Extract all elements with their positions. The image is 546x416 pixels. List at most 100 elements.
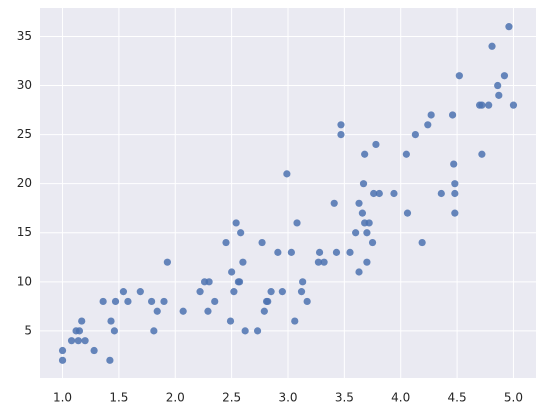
scatter-point [258, 238, 266, 247]
scatter-point [365, 219, 373, 227]
scatter-point [455, 72, 463, 80]
scatter-point [179, 307, 187, 315]
scatter-point [372, 140, 380, 149]
y-tick-label: 35 [17, 29, 32, 43]
scatter-point [232, 219, 240, 227]
scatter-point [196, 288, 204, 296]
scatter-point [478, 101, 486, 109]
scatter-point [136, 288, 144, 296]
x-tick-label: 1.5 [109, 391, 128, 405]
scatter-point [119, 288, 128, 296]
scatter-point [368, 238, 377, 247]
scatter-point [495, 91, 503, 99]
scatter-point [418, 238, 426, 247]
scatter-point [107, 317, 115, 325]
scatter-point [67, 337, 76, 345]
x-tick-label: 2.0 [166, 391, 185, 405]
scatter-point [411, 131, 419, 139]
scatter-point [287, 248, 295, 256]
scatter-point [211, 297, 219, 306]
scatter-point [283, 170, 291, 178]
scatter-point [58, 356, 67, 364]
scatter-point [124, 297, 132, 306]
scatter-point [332, 248, 341, 256]
scatter-point [74, 337, 82, 345]
scatter-point [205, 278, 213, 286]
scatter-point [450, 160, 458, 168]
y-tick-label: 10 [17, 274, 32, 288]
scatter-point [222, 238, 230, 247]
scatter-point [437, 189, 445, 198]
scatter-point [160, 297, 168, 306]
scatter-point [228, 268, 236, 276]
scatter-point [315, 248, 324, 256]
y-tick-label: 15 [17, 225, 32, 239]
scatter-point [106, 356, 114, 364]
scatter-point [81, 337, 89, 345]
scatter-point [337, 131, 345, 139]
scatter-point [78, 317, 86, 325]
x-tick-label: 3.0 [278, 391, 297, 405]
scatter-point [320, 258, 328, 266]
scatter-point [359, 180, 368, 188]
scatter-point [267, 288, 275, 296]
scatter-point [363, 258, 371, 266]
scatter-point [241, 327, 249, 335]
scatter-point [235, 278, 244, 286]
scatter-point [230, 288, 238, 296]
scatter-point [226, 317, 235, 325]
x-tick-label: 1.0 [53, 391, 72, 405]
scatter-point [485, 101, 493, 109]
scatter-point [451, 209, 459, 217]
scatter-point [274, 248, 282, 256]
y-tick-label: 25 [17, 127, 32, 141]
scatter-point [239, 258, 247, 266]
scatter-point [111, 297, 120, 306]
scatter-point [427, 111, 435, 119]
scatter-point [358, 209, 366, 217]
scatter-point [363, 229, 371, 237]
scatter-point [500, 72, 509, 80]
scatter-point [509, 101, 518, 109]
x-tick-label: 5.0 [504, 391, 523, 405]
scatter-point [314, 258, 323, 266]
scatter-point [478, 150, 486, 158]
scatter-point [488, 42, 496, 50]
scatter-point [505, 23, 513, 31]
scatter-point [260, 307, 268, 315]
scatter-point [448, 111, 457, 119]
x-tick-label: 4.5 [448, 391, 467, 405]
scatter-point [451, 189, 459, 198]
scatter-point [390, 189, 398, 198]
scatter-point [355, 199, 363, 207]
scatter-point [278, 288, 286, 296]
scatter-point [293, 219, 301, 227]
scatter-point [352, 229, 360, 237]
scatter-point [148, 297, 156, 306]
scatter-point [424, 121, 432, 129]
scatter-point [346, 248, 354, 256]
y-tick-label: 30 [17, 78, 32, 92]
scatter-point [303, 297, 311, 306]
scatter-point [370, 189, 378, 198]
scatter-point [264, 297, 272, 306]
scatter-point [375, 189, 383, 198]
scatter-point [337, 121, 345, 129]
scatter-point [299, 278, 307, 286]
scatter-point [75, 327, 84, 335]
scatter-point [204, 307, 212, 315]
x-tick-label: 3.5 [335, 391, 354, 405]
scatter-point [90, 346, 98, 355]
scatter-point [110, 327, 118, 335]
scatter-point [355, 268, 363, 276]
x-tick-label: 2.5 [222, 391, 241, 405]
scatter-point [403, 209, 412, 217]
scatter-point [297, 288, 306, 296]
scatter-point [361, 150, 369, 158]
scatter-point [163, 258, 171, 266]
y-tick-label: 5 [24, 323, 32, 337]
scatter-point [153, 307, 161, 315]
scatter-point [330, 199, 338, 207]
scatter-point [99, 297, 107, 306]
